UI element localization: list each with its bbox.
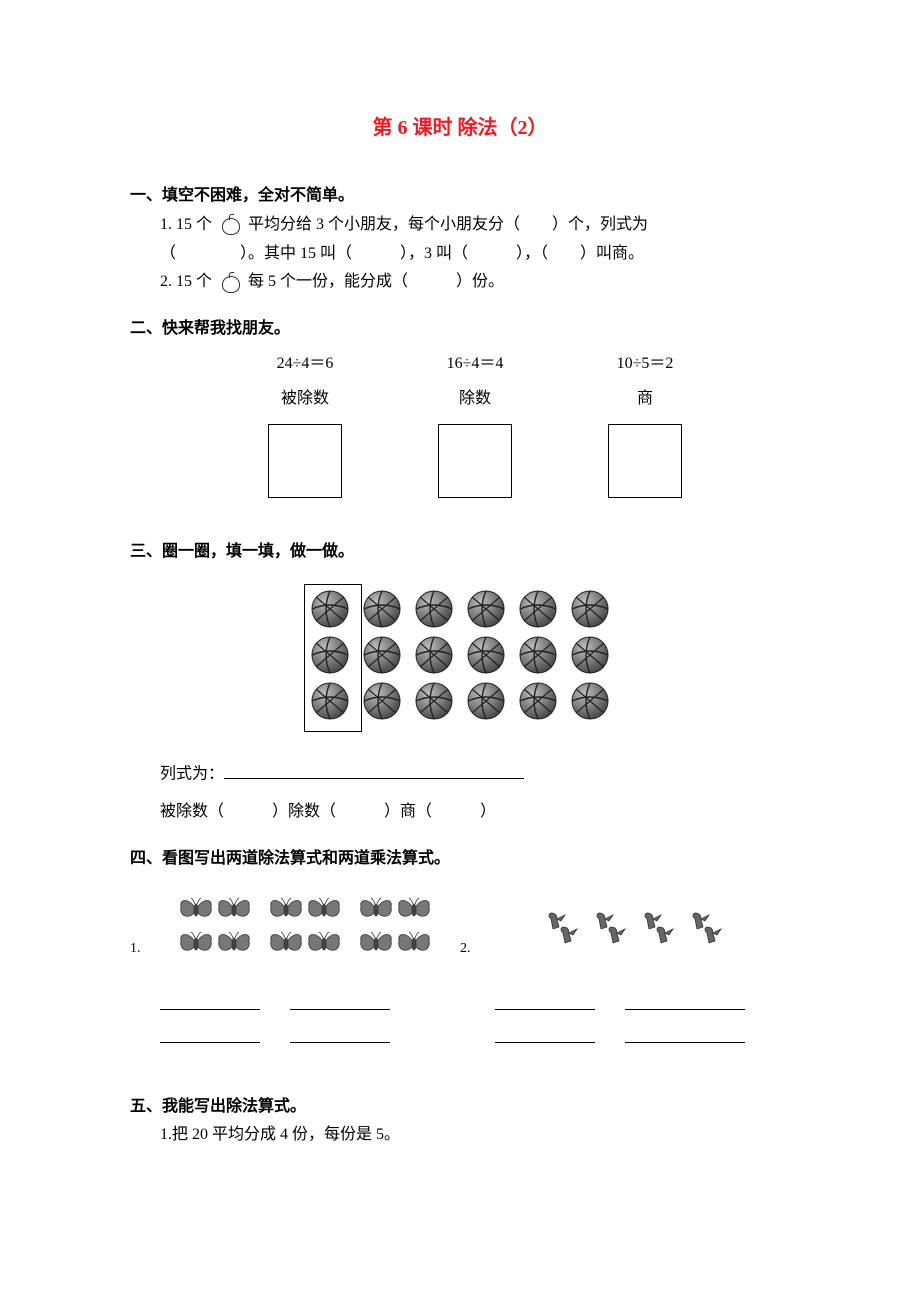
s2-eq1: 24÷4＝6 [220, 350, 390, 379]
s3-line1: 列式为： [130, 760, 790, 789]
section4-head: 四、看图写出两道除法算式和两道乘法算式。 [130, 845, 790, 874]
s4-blank-row2 [130, 1024, 790, 1043]
s2-lbl2: 除数 [390, 385, 560, 414]
s1-q1-line1: 1. 15 个 平均分给 3 个小朋友，每个小朋友分（ ）个，列式为 [130, 211, 790, 240]
blank-line[interactable] [160, 991, 260, 1010]
basketball-icon [518, 681, 558, 721]
bird-pair-icon [593, 911, 629, 951]
s1-q2a-text: 2. 15 个 [160, 273, 212, 290]
blank-line[interactable] [290, 991, 390, 1010]
butterfly-icon [306, 895, 342, 925]
butterfly-icon [178, 895, 214, 925]
blank-line[interactable] [495, 1024, 595, 1043]
section2-head: 二、快来帮我找朋友。 [130, 315, 790, 344]
butterfly-icon [268, 929, 304, 959]
basketball-icon [570, 589, 610, 629]
basketball-icon [570, 681, 610, 721]
s1-q2-line: 2. 15 个 每 5 个一份，能分成（ ）份。 [130, 268, 790, 297]
answer-box[interactable] [608, 424, 682, 498]
basketball-icon [518, 589, 558, 629]
butterfly-icon [216, 895, 252, 925]
butterfly-figure [150, 893, 460, 961]
s4-n2: 2. [460, 936, 480, 961]
basketball-icon [414, 589, 454, 629]
s4-figures: 1. [130, 893, 790, 961]
basketball-icon [570, 635, 610, 675]
butterfly-icon [396, 895, 432, 925]
s3-line2: 被除数（ ）除数（ ）商（ ） [130, 798, 790, 827]
bird-pair-icon [545, 911, 581, 951]
answer-box[interactable] [268, 424, 342, 498]
s4-n1: 1. [130, 936, 150, 961]
apple-icon [220, 273, 240, 293]
bird-pair-icon [641, 911, 677, 951]
basketball-icon [414, 681, 454, 721]
s2-lbl1: 被除数 [220, 385, 390, 414]
butterfly-icon [178, 929, 214, 959]
blank-line[interactable] [625, 1024, 745, 1043]
blank-line[interactable] [290, 1024, 390, 1043]
butterfly-icon [396, 929, 432, 959]
s1-q1a-text: 1. 15 个 [160, 216, 212, 233]
butterfly-icon [358, 895, 394, 925]
s2-eq2: 16÷4＝4 [390, 350, 560, 379]
basketball-icon [362, 635, 402, 675]
basketball-icon [362, 681, 402, 721]
blank-line[interactable] [495, 991, 595, 1010]
circle-marker [304, 584, 362, 732]
ball-figure [130, 580, 790, 730]
butterfly-icon [216, 929, 252, 959]
s2-box-row [130, 424, 790, 498]
page-title: 第 6 课时 除法（2） [130, 110, 790, 146]
s2-equation-row: 24÷4＝6 16÷4＝4 10÷5＝2 [130, 350, 790, 379]
bird-figure [480, 909, 790, 962]
s5-q1: 1.把 20 平均分成 4 份，每份是 5。 [130, 1121, 790, 1150]
basketball-icon [362, 589, 402, 629]
s3-line1-label: 列式为： [160, 766, 224, 783]
section1-head: 一、填空不困难，全对不简单。 [130, 182, 790, 211]
basketball-icon [466, 589, 506, 629]
s4-blank-row1 [130, 991, 790, 1010]
butterfly-icon [306, 929, 342, 959]
s2-lbl3: 商 [560, 385, 730, 414]
blank-line[interactable] [224, 760, 524, 779]
basketball-icon [466, 635, 506, 675]
basketball-icon [466, 681, 506, 721]
s2-eq3: 10÷5＝2 [560, 350, 730, 379]
bird-pair-icon [689, 911, 725, 951]
blank-line[interactable] [625, 991, 745, 1010]
butterfly-icon [268, 895, 304, 925]
s1-q1b-text: 平均分给 3 个小朋友，每个小朋友分（ ）个，列式为 [248, 216, 648, 233]
s1-q2b-text: 每 5 个一份，能分成（ ）份。 [248, 273, 504, 290]
answer-box[interactable] [438, 424, 512, 498]
basketball-icon [414, 635, 454, 675]
basketball-icon [518, 635, 558, 675]
section3-head: 三、圈一圈，填一填，做一做。 [130, 538, 790, 567]
s1-q1-line2: （ ）。其中 15 叫（ ），3 叫（ ），（ ）叫商。 [130, 240, 790, 269]
s2-label-row: 被除数 除数 商 [130, 385, 790, 414]
butterfly-icon [358, 929, 394, 959]
section5-head: 五、我能写出除法算式。 [130, 1093, 790, 1122]
apple-icon [220, 215, 240, 235]
blank-line[interactable] [160, 1024, 260, 1043]
